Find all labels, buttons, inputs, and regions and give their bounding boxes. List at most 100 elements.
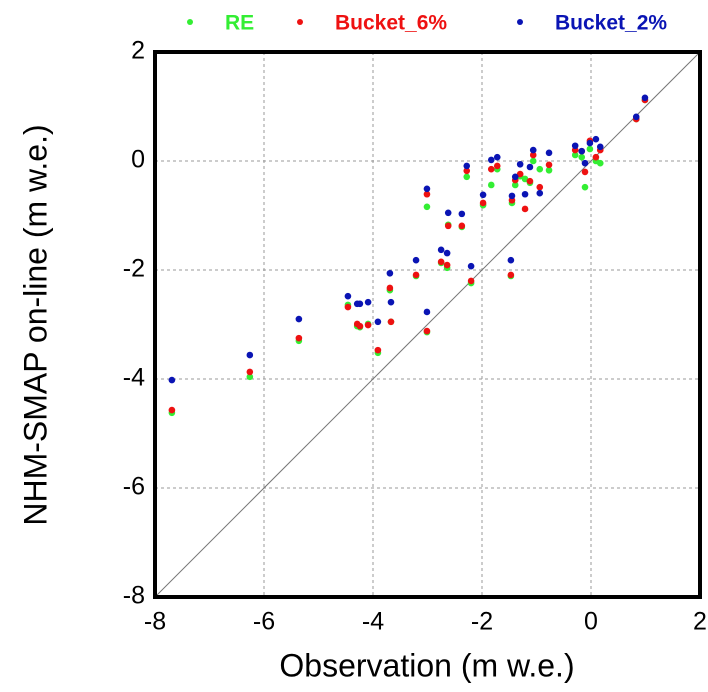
point (386, 284, 394, 292)
point (545, 161, 553, 169)
point (592, 153, 600, 161)
point (586, 145, 594, 153)
legend-label: Bucket_6% (335, 12, 447, 35)
y-tick-label: 2 (131, 37, 145, 65)
point (536, 189, 544, 197)
one-to-one-line (154, 51, 701, 598)
point (536, 165, 544, 173)
point (386, 269, 394, 277)
x-tick-label: 0 (584, 608, 598, 636)
point (493, 153, 501, 161)
legend-marker (187, 19, 193, 25)
legend-marker (297, 19, 303, 25)
legend-marker (517, 19, 523, 25)
point (423, 190, 431, 198)
point (507, 271, 515, 279)
y-tick-label: -8 (123, 582, 145, 610)
point (487, 181, 495, 189)
point (586, 139, 594, 147)
x-tick-label: -6 (253, 608, 275, 636)
point (507, 256, 515, 264)
y-tick-label: 0 (131, 146, 145, 174)
point (412, 256, 420, 264)
point (516, 160, 524, 168)
point (374, 346, 382, 354)
point (578, 153, 586, 161)
point (423, 327, 431, 335)
point (344, 303, 352, 311)
point (295, 334, 303, 342)
legend-label: Bucket_2% (555, 12, 667, 35)
point (168, 376, 176, 384)
point (545, 149, 553, 157)
point (596, 143, 604, 151)
point (521, 190, 529, 198)
point (356, 300, 364, 308)
point (487, 165, 495, 173)
point (443, 261, 451, 269)
point (571, 151, 579, 159)
point (444, 209, 452, 217)
point (581, 159, 589, 167)
point (536, 183, 544, 191)
point (467, 277, 475, 285)
point (581, 183, 589, 191)
point (508, 192, 516, 200)
point (246, 373, 254, 381)
x-tick-label: -8 (144, 608, 166, 636)
point (437, 246, 445, 254)
x-tick-label: 2 (693, 608, 707, 636)
point (479, 199, 487, 207)
point (526, 163, 534, 171)
point (529, 157, 537, 165)
point (581, 168, 589, 176)
point (387, 298, 395, 306)
point (467, 262, 475, 270)
point (463, 173, 471, 181)
point (596, 159, 604, 167)
point (479, 191, 487, 199)
point (511, 173, 519, 181)
legend-label: RE (225, 12, 254, 35)
point (295, 315, 303, 323)
point (168, 406, 176, 414)
point (578, 147, 586, 155)
y-tick-label: -6 (123, 473, 145, 501)
point (592, 135, 600, 143)
point (632, 113, 640, 121)
y-tick-label: -2 (123, 255, 145, 283)
point (437, 258, 445, 266)
point (458, 210, 466, 218)
point (641, 94, 649, 102)
x-tick-label: -2 (471, 608, 493, 636)
point (443, 249, 451, 257)
point (521, 205, 529, 213)
point (458, 222, 466, 230)
point (487, 156, 495, 164)
point (423, 203, 431, 211)
point (529, 146, 537, 154)
point (526, 177, 534, 185)
point (516, 170, 524, 178)
point (529, 151, 537, 159)
y-axis-title: NHM-SMAP on-line (m w.e.) (17, 124, 53, 525)
point (246, 351, 254, 359)
point (356, 322, 364, 330)
point (364, 298, 372, 306)
point (511, 181, 519, 189)
point (412, 271, 420, 279)
point (364, 321, 372, 329)
point (463, 162, 471, 170)
point (246, 368, 254, 376)
point (344, 292, 352, 300)
point (463, 167, 471, 175)
x-axis-title: Observation (m w.e.) (279, 647, 574, 683)
y-tick-label: -4 (123, 364, 145, 392)
x-tick-label: -4 (362, 608, 384, 636)
point (374, 318, 382, 326)
plot-frame (153, 50, 702, 599)
point (571, 142, 579, 150)
point (444, 222, 452, 230)
point (423, 308, 431, 316)
point (493, 162, 501, 170)
